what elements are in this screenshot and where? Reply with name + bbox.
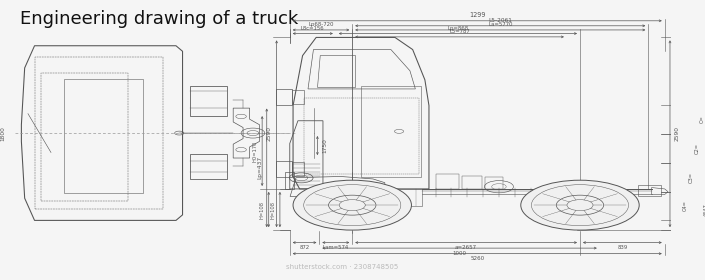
Text: Lp=868: Lp=868 — [448, 26, 468, 31]
Text: H=108: H=108 — [259, 200, 264, 218]
Text: 2590: 2590 — [267, 126, 272, 141]
Text: 1750: 1750 — [322, 138, 327, 153]
Text: 839: 839 — [617, 245, 627, 250]
Bar — [293, 162, 305, 176]
Text: C2=: C2= — [694, 143, 699, 154]
Text: C3=: C3= — [688, 172, 694, 183]
Circle shape — [293, 180, 412, 230]
Text: shutterstock.com · 2308748505: shutterstock.com · 2308748505 — [286, 264, 398, 270]
Text: Lp68-720: Lp68-720 — [308, 22, 333, 27]
Text: La=5770: La=5770 — [488, 22, 513, 27]
Bar — [485, 177, 503, 189]
Text: 2590: 2590 — [675, 126, 680, 141]
Text: C4=: C4= — [682, 200, 687, 211]
Bar — [276, 89, 293, 105]
Bar — [358, 188, 375, 193]
Text: L5-2061: L5-2061 — [489, 18, 513, 23]
Bar — [35, 57, 163, 209]
Text: Engineering drawing of a truck: Engineering drawing of a truck — [20, 10, 298, 28]
Bar — [436, 174, 458, 189]
Bar — [304, 98, 419, 174]
Text: Lp=437: Lp=437 — [257, 156, 262, 179]
Text: 4647: 4647 — [704, 203, 705, 216]
Text: a=2657: a=2657 — [455, 245, 477, 250]
Bar — [276, 161, 293, 178]
Text: 1299: 1299 — [469, 12, 486, 18]
Bar — [41, 73, 128, 201]
Bar — [190, 154, 226, 179]
Bar — [190, 86, 226, 116]
Bar — [639, 185, 661, 196]
Text: 1800: 1800 — [0, 126, 5, 141]
Bar — [293, 90, 305, 104]
Text: H0=170: H0=170 — [252, 140, 257, 162]
Text: Lam=574: Lam=574 — [323, 245, 349, 250]
Text: C=: C= — [700, 115, 705, 123]
Text: L8c=156: L8c=156 — [301, 26, 324, 31]
Text: L5=787: L5=787 — [449, 29, 470, 34]
Bar — [285, 172, 295, 189]
Text: H=108: H=108 — [270, 200, 275, 218]
Bar — [462, 176, 482, 189]
Text: 872: 872 — [300, 245, 309, 250]
Text: 1000: 1000 — [453, 251, 467, 256]
Circle shape — [521, 180, 639, 230]
Bar — [361, 86, 421, 177]
Bar — [314, 189, 422, 206]
Text: 5260: 5260 — [470, 256, 484, 262]
Bar — [64, 79, 143, 193]
